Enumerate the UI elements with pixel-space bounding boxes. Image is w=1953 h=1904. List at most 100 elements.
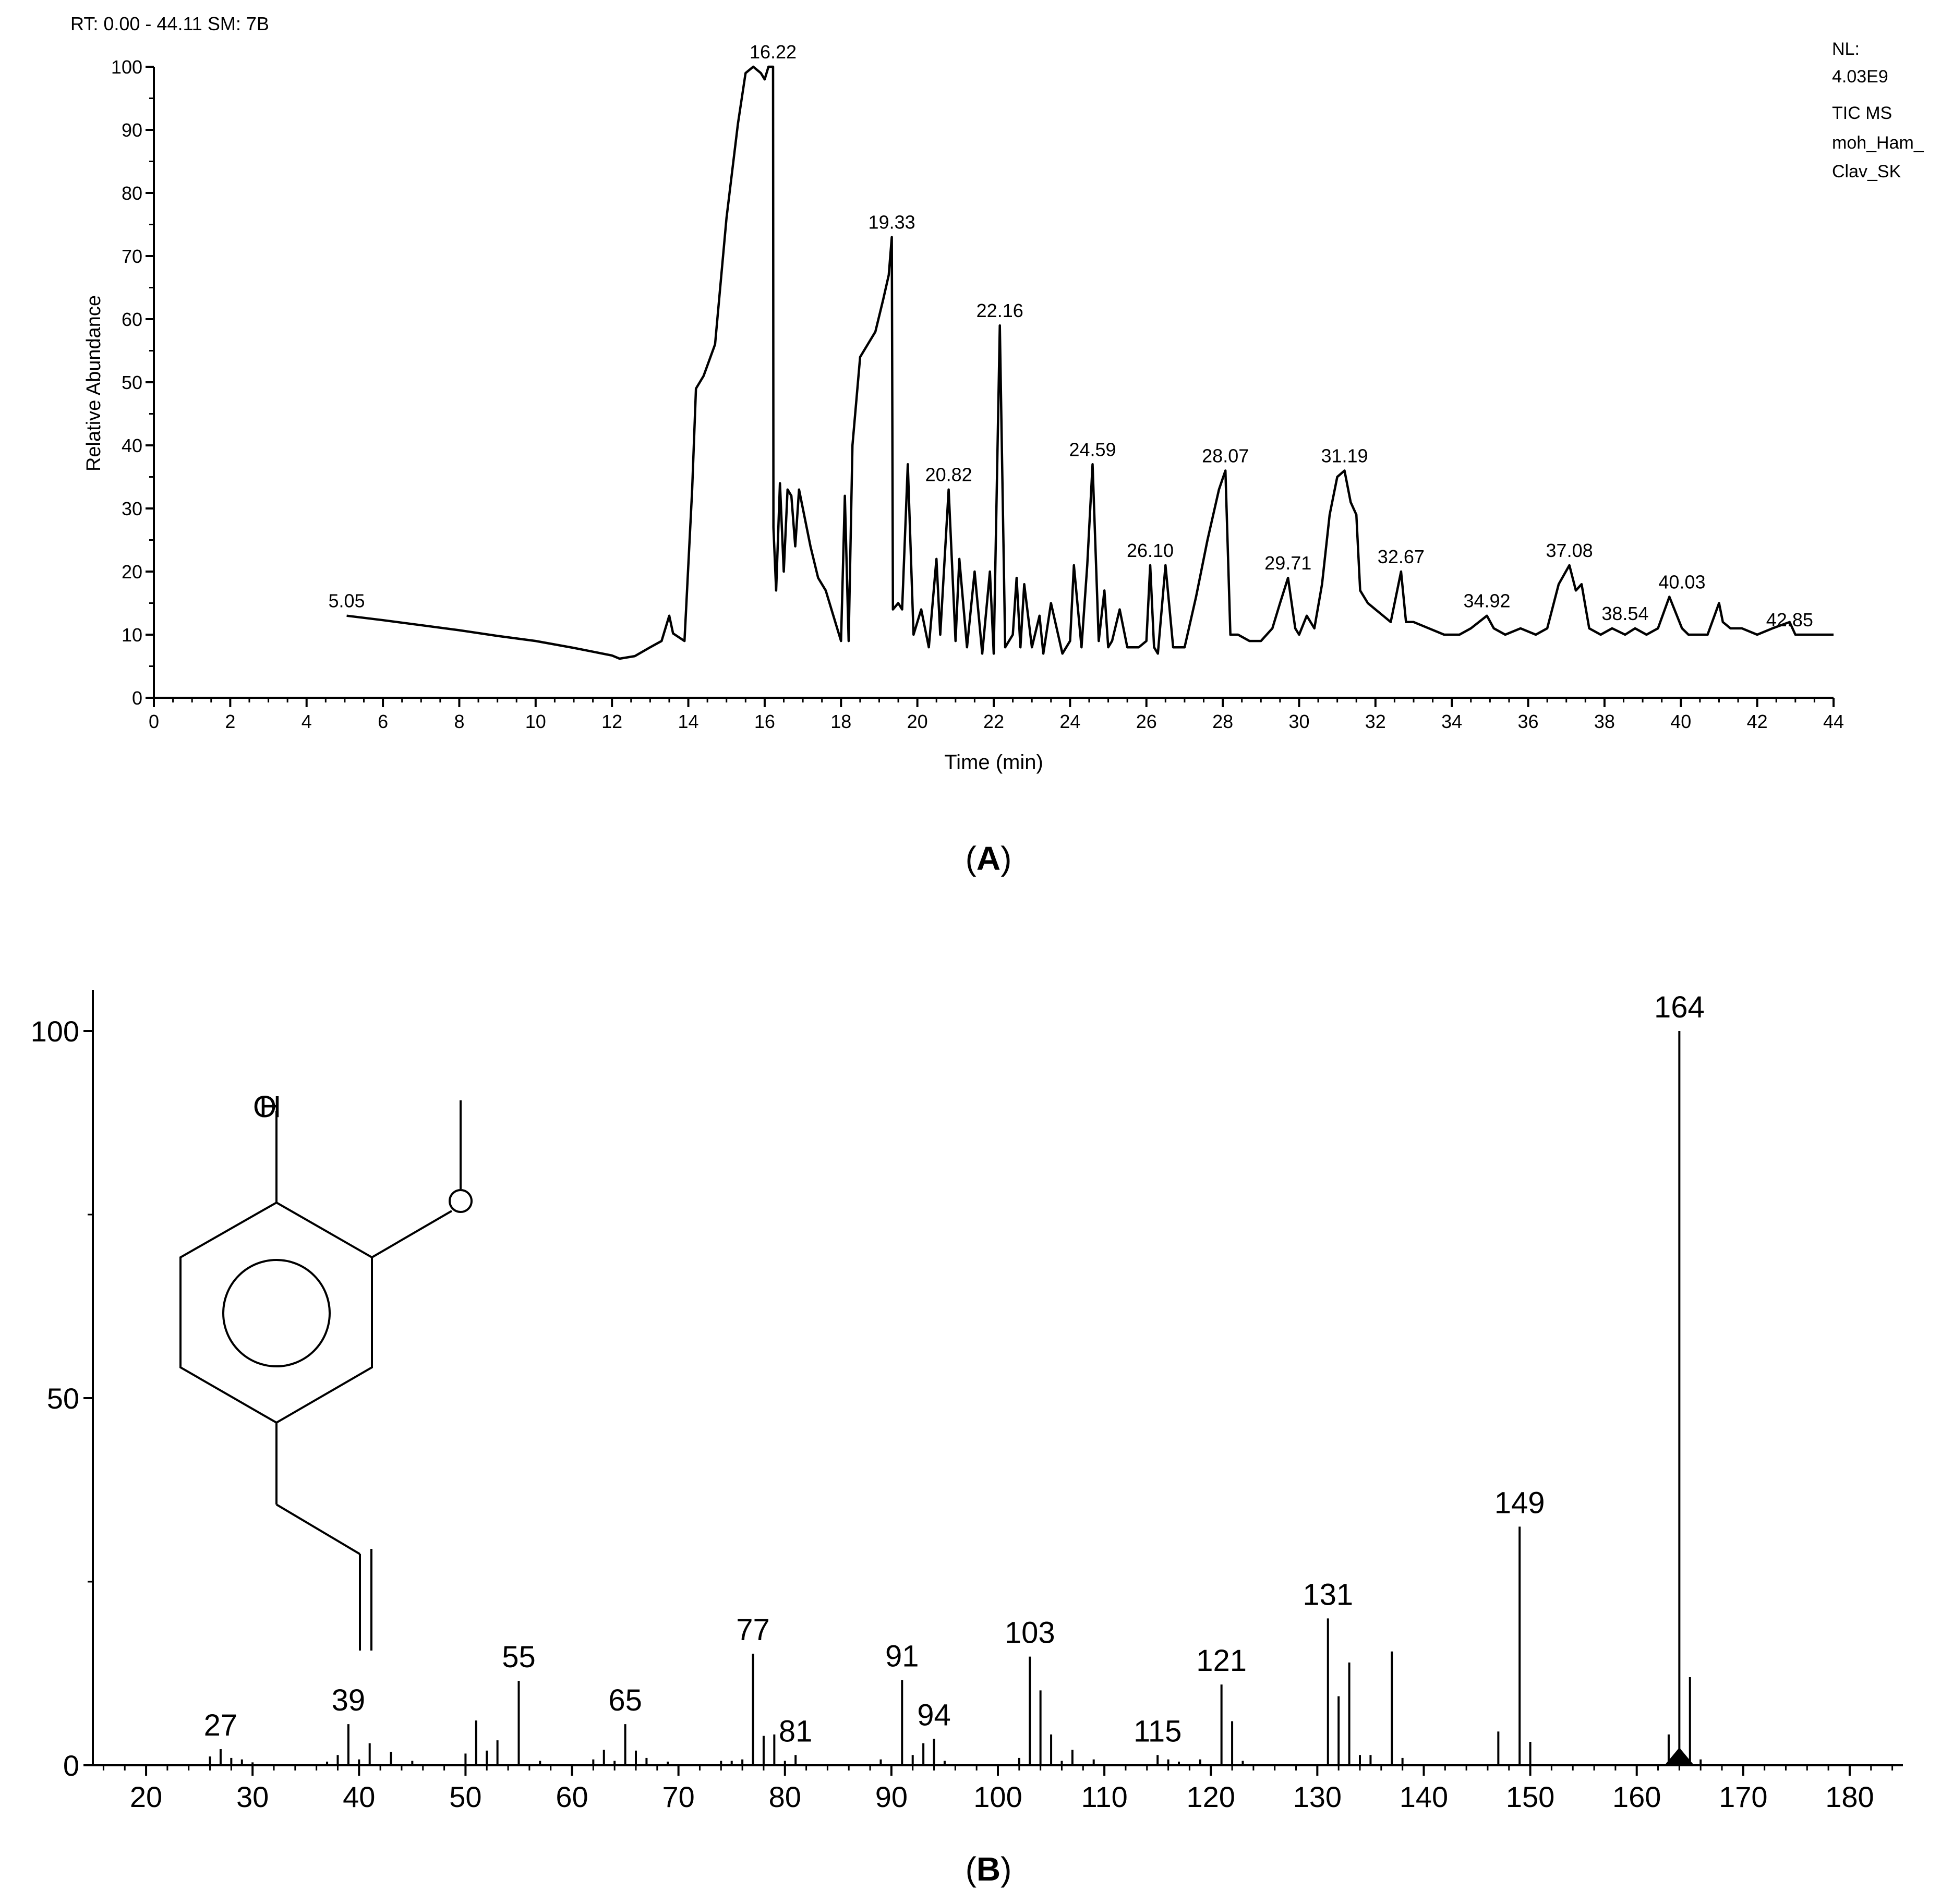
aromatic-circle [222,1259,331,1367]
x-tick-label: 6 [378,711,388,732]
y-tick-label: 0 [132,687,142,709]
peak-label: 94 [917,1698,951,1732]
peak-label: 81 [779,1714,813,1748]
chromatogram-peak-labels: 5.05 16.22 19.33 20.82 22.16 24.59 26.10 28.07 2… [329,41,1813,630]
x-tick-label: 2 [225,711,235,732]
x-tick-label: 160 [1612,1780,1661,1813]
x-tick-label: 110 [1081,1780,1127,1813]
y-tick-label: 40 [122,435,142,456]
x-tick-label: 30 [1288,711,1309,732]
x-tick-label: 100 [973,1780,1022,1813]
peak-label: 121 [1196,1644,1247,1678]
y-tick-label: 20 [122,561,142,583]
panel-a-header: RT: 0.00 - 44.11 SM: 7B [70,13,269,34]
caption-open: ( [966,840,977,877]
chromatogram-y-ticks: 0 10 20 30 40 50 60 70 80 90 100 [111,56,154,709]
x-tick-label: 42 [1747,711,1768,732]
info-line: TIC MS [1832,103,1892,123]
x-tick-label: 44 [1823,711,1844,732]
peak-label: 27 [204,1708,238,1742]
caption-letter: B [977,1850,1000,1888]
peak-label: 65 [608,1683,642,1717]
x-tick-label: 60 [556,1780,588,1813]
x-tick-label: 70 [662,1780,694,1813]
peak-label: 19.33 [869,212,915,233]
x-tick-label: 38 [1594,711,1615,732]
info-line: moh_Ham_ [1832,133,1924,153]
x-tick-label: 12 [601,711,622,732]
x-tick-label: 140 [1400,1780,1448,1813]
spectrum-x-ticks: 20 30 40 50 60 70 80 90 100 110 120 130 140 150 160 170… [102,1765,1894,1813]
x-tick-label: 10 [525,711,546,732]
y-tick-label: 0 [63,1749,79,1782]
peak-label: 40.03 [1658,571,1705,592]
peak-label: 131 [1303,1578,1353,1611]
x-tick-label: 18 [830,711,851,732]
x-tick-label: 40 [343,1780,375,1813]
chromatogram-y-label: Relative Abundance [83,295,105,471]
hydroxyl-o-label: O [253,1090,276,1124]
x-tick-label: 150 [1506,1780,1554,1813]
x-tick-label: 22 [983,711,1004,732]
spectrum-axes: 0 50 100 20 30 40 50 60 70 80 90 100 110 120 130 140 15… [31,990,1903,1813]
caption-open: ( [966,1850,977,1888]
x-tick-label: 170 [1719,1780,1767,1813]
x-tick-label: 14 [678,711,699,732]
x-tick-label: 30 [236,1780,269,1813]
peak-label: 149 [1494,1486,1545,1520]
x-tick-label: 36 [1518,711,1539,732]
peak-label: 32.67 [1378,546,1425,567]
peak-label: 38.54 [1601,603,1648,624]
y-tick-label: 100 [31,1015,79,1048]
y-tick-label: 50 [47,1382,79,1415]
caption-close: ) [1000,1850,1011,1888]
peak-label: 103 [1005,1616,1055,1650]
x-tick-label: 80 [769,1780,801,1813]
x-tick-label: 20 [130,1780,162,1813]
panel-a-caption: (A) [966,840,1012,877]
x-tick-label: 20 [907,711,928,732]
hydroxyl-h-label: H [259,1090,281,1124]
peak-label: 26.10 [1127,540,1174,561]
panel-a-info: NL: 4.03E9 TIC MS moh_Ham_ Clav_SK [1832,39,1924,181]
peak-label: 31.19 [1321,445,1368,466]
molecule-structure [179,1100,473,1651]
chromatogram-x-label: Time (min) [944,751,1043,774]
panel-b-caption: (B) [966,1850,1012,1888]
caption-letter: A [977,840,1000,877]
x-tick-label: 4 [302,711,312,732]
x-tick-label: 40 [1670,711,1691,732]
bond-o-ring [371,1210,453,1258]
peak-label: 34.92 [1463,590,1510,612]
x-tick-label: 130 [1293,1780,1342,1813]
y-tick-label: 100 [111,56,142,78]
precursor-marker-icon [1663,1748,1695,1766]
peak-label: 22.16 [977,300,1023,321]
x-tick-label: 32 [1365,711,1386,732]
peak-label: 42.85 [1766,609,1813,630]
benzene-ring [179,1201,373,1424]
peak-label: 24.59 [1069,439,1116,460]
peak-label: 39 [332,1683,366,1717]
x-tick-label: 8 [454,711,464,732]
info-line: 4.03E9 [1832,67,1888,87]
x-tick-label: 34 [1441,711,1462,732]
y-tick-label: 30 [122,498,142,519]
info-line: NL: [1832,39,1860,59]
y-tick-label: 10 [122,624,142,646]
info-line: Clav_SK [1832,162,1901,181]
bond-ch [275,1503,361,1555]
y-tick-label: 90 [122,119,142,141]
y-tick-label: 50 [122,372,142,393]
chromatogram-x-ticks: 0 2 4 6 8 10 12 14 16 18 20 22 24 26 28 30 32 34 36 38 40 42 4… [149,698,1844,732]
oxygen-ring-symbol [449,1189,473,1213]
spectrum-peaks [209,1031,1702,1765]
peak-label: 115 [1134,1714,1182,1748]
peak-label: 164 [1654,990,1705,1024]
spectrum-y-ticks: 0 50 100 [31,1015,93,1782]
x-tick-label: 16 [754,711,775,732]
peak-label: 20.82 [925,464,972,486]
caption-close: ) [1000,840,1011,877]
